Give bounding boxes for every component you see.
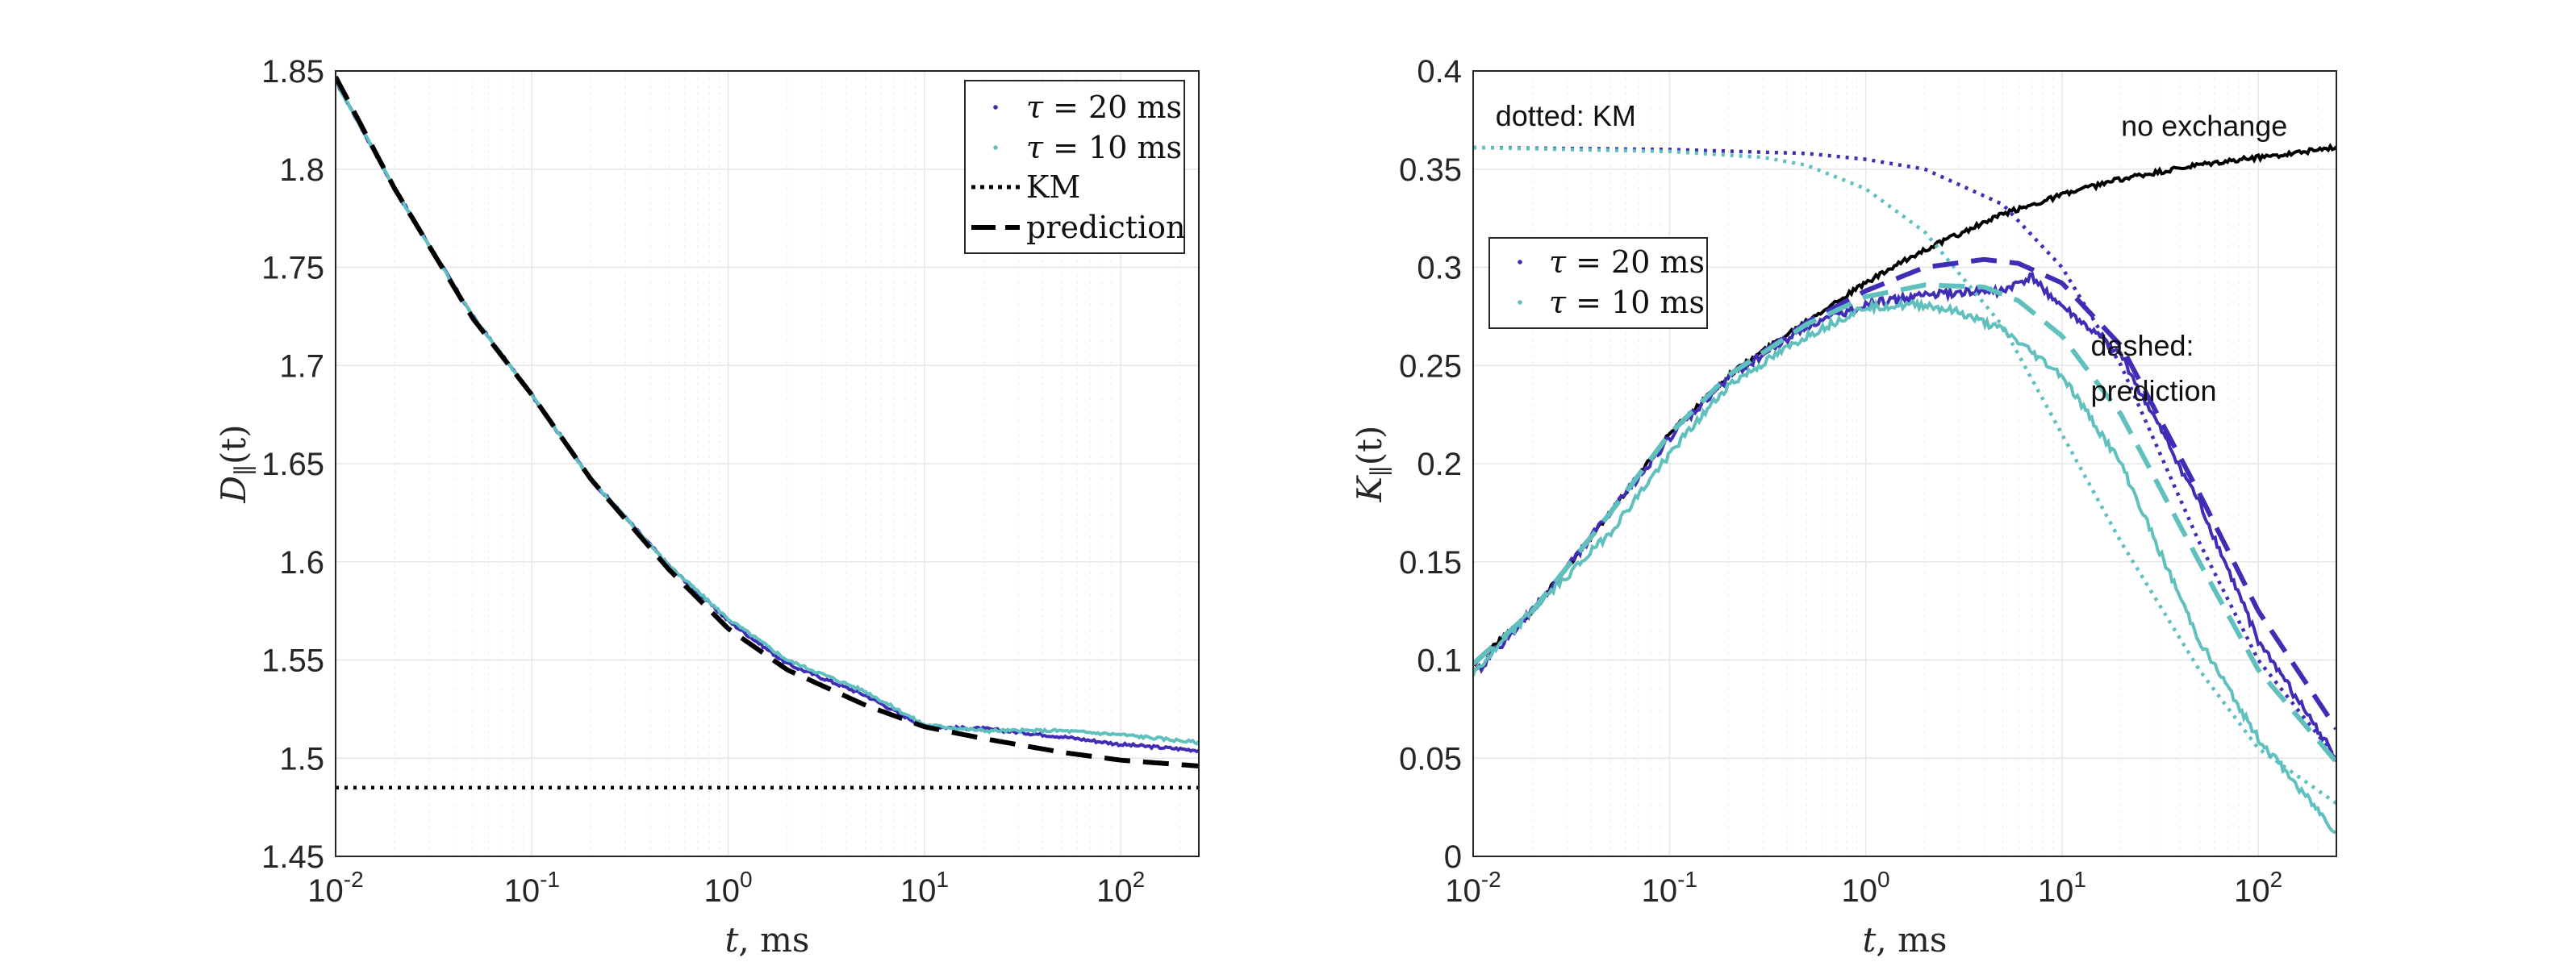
- right-legend-entry-tau10: τ = 10 ms: [1518, 285, 1705, 320]
- x-tick-label: 10-1: [504, 867, 560, 909]
- x-tick-label: 100: [704, 867, 753, 909]
- y-tick-label: 1.8: [279, 152, 324, 188]
- right-tick-labels: 0 0.05 0.1 0.15 0.2 0.25 0.3 0.35 0.4 10-2 10-1 100…: [1399, 54, 2282, 909]
- y-tick-label: 1.85: [261, 54, 324, 90]
- y-tick-label: 0.25: [1399, 348, 1462, 384]
- series--10-ms: [1473, 297, 2336, 835]
- right-grid: [1472, 70, 2336, 857]
- right-series: [1473, 143, 2336, 835]
- left-legend-label-prediction: prediction: [1026, 210, 1186, 245]
- left-legend-entry-tau20: τ = 20 ms: [993, 90, 1182, 125]
- right-legend-marker-tau10: [1518, 300, 1522, 305]
- x-tick-label: 102: [1096, 867, 1145, 909]
- y-tick-label: 0.05: [1399, 741, 1462, 777]
- annotation: prediction: [2090, 374, 2216, 407]
- series-km-10-ms: [1473, 145, 2336, 806]
- left-legend-entry-tau10: τ = 10 ms: [993, 130, 1182, 165]
- y-tick-label: 0.3: [1417, 251, 1462, 286]
- left-legend-entry-km: KM: [971, 169, 1080, 205]
- x-tick-label: 10-2: [307, 867, 363, 909]
- right-legend-label-tau10: τ = 10 ms: [1549, 285, 1705, 320]
- annotation: no exchange: [2121, 109, 2287, 142]
- left-legend-label-tau20: τ = 20 ms: [1026, 90, 1182, 125]
- x-tick-label: 10-2: [1445, 867, 1501, 909]
- x-tick-label: 10-1: [1642, 867, 1697, 909]
- y-tick-label: 0: [1444, 839, 1462, 875]
- right-legend-label-tau20: τ = 20 ms: [1549, 244, 1705, 280]
- left-legend: τ = 20 ms τ = 10 ms KM prediction: [964, 80, 1186, 254]
- left-legend-marker-tau20: [993, 105, 998, 110]
- left-y-axis-label: D∥(t): [214, 424, 260, 503]
- series-prediction: [336, 75, 1199, 768]
- right-legend-marker-tau20: [1518, 260, 1522, 264]
- y-tick-label: 1.55: [261, 643, 324, 679]
- left-axes-frame: [335, 70, 1200, 857]
- y-tick-label: 0.35: [1399, 152, 1462, 188]
- series--20-ms: [1473, 272, 2336, 762]
- left-panel: 1.45 1.5 1.55 1.6 1.65 1.7 1.75 1.8 1.85 10-2 10-1…: [214, 54, 1200, 960]
- series-prediction-20-ms: [1473, 256, 2336, 731]
- series-prediction-10-ms: [1473, 282, 2336, 764]
- y-tick-label: 1.7: [279, 348, 324, 384]
- x-tick-label: 101: [900, 867, 949, 909]
- right-panel: 0 0.05 0.1 0.15 0.2 0.25 0.3 0.35 0.4 10-2 10-1 100…: [1350, 54, 2337, 960]
- x-tick-label: 100: [1842, 867, 1890, 909]
- left-x-axis-label: t, ms: [725, 920, 810, 960]
- right-x-axis-label: t, ms: [1863, 920, 1948, 960]
- left-legend-marker-tau10: [993, 145, 998, 150]
- y-tick-label: 1.6: [279, 545, 324, 581]
- y-tick-label: 0.15: [1399, 545, 1462, 581]
- left-legend-box: [964, 80, 1185, 254]
- right-y-axis-label: K∥(t): [1350, 426, 1396, 503]
- y-tick-label: 1.5: [279, 741, 324, 777]
- right-legend: τ = 20 ms τ = 10 ms: [1488, 237, 1708, 329]
- y-tick-label: 0.4: [1417, 54, 1462, 90]
- y-tick-label: 1.45: [261, 839, 324, 875]
- right-axes-frame: [1472, 70, 2337, 857]
- left-series: [336, 75, 1199, 790]
- left-legend-label-km: KM: [1026, 169, 1080, 205]
- left-legend-label-tau10: τ = 10 ms: [1026, 130, 1182, 165]
- right-annotations: dotted: KM no exchange dashed: prediction: [1496, 99, 2288, 407]
- left-tick-labels: 1.45 1.5 1.55 1.6 1.65 1.7 1.75 1.8 1.85 10-2 10-1…: [261, 54, 1145, 909]
- y-tick-label: 0.2: [1417, 447, 1462, 482]
- x-tick-label: 101: [2038, 867, 2086, 909]
- right-legend-box: [1488, 237, 1708, 329]
- x-tick-label: 102: [2234, 867, 2282, 909]
- y-tick-label: 1.75: [261, 251, 324, 286]
- right-legend-entry-tau20: τ = 20 ms: [1518, 244, 1705, 280]
- left-legend-entry-prediction: prediction: [971, 210, 1186, 245]
- y-tick-label: 0.1: [1417, 643, 1462, 679]
- annotation: dashed:: [2090, 329, 2194, 362]
- annotation: dotted: KM: [1496, 99, 1636, 132]
- y-tick-label: 1.65: [261, 447, 324, 482]
